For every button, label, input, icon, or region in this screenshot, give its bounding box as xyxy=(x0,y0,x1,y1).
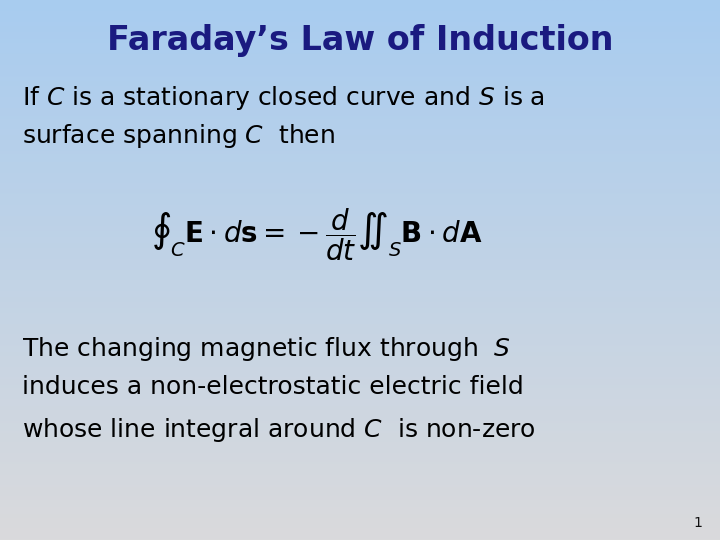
Text: Faraday’s Law of Induction: Faraday’s Law of Induction xyxy=(107,24,613,57)
Text: surface spanning $C$  then: surface spanning $C$ then xyxy=(22,122,335,150)
Text: $\oint_C \mathbf{E} \cdot d\mathbf{s} = -\dfrac{d}{dt} \iint_S \mathbf{B} \cdot : $\oint_C \mathbf{E} \cdot d\mathbf{s} = … xyxy=(151,207,482,263)
Text: The changing magnetic flux through  $S$: The changing magnetic flux through $S$ xyxy=(22,335,510,363)
Text: induces a non-electrostatic electric field: induces a non-electrostatic electric fie… xyxy=(22,375,523,399)
Text: whose line integral around $C$  is non-zero: whose line integral around $C$ is non-ze… xyxy=(22,416,535,444)
Text: 1: 1 xyxy=(693,516,702,530)
Text: If $C$ is a stationary closed curve and $S$ is a: If $C$ is a stationary closed curve and … xyxy=(22,84,544,112)
